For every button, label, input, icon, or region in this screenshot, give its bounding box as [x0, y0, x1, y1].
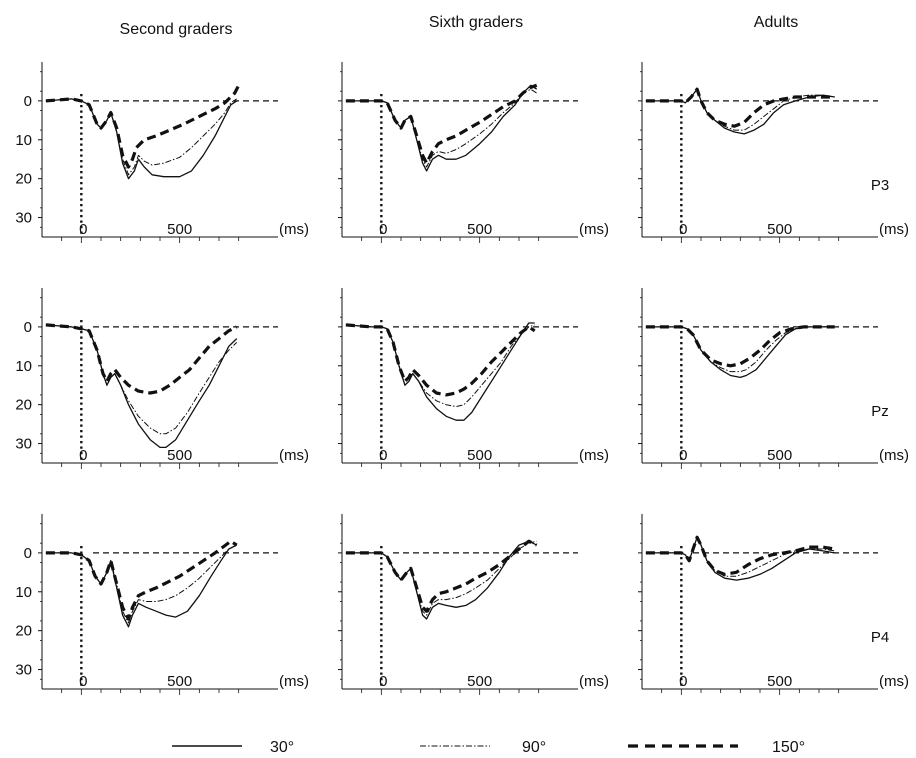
series-line-150deg	[45, 539, 238, 621]
y-tick-label: 0	[24, 93, 32, 110]
x-unit-label: (ms)	[279, 221, 309, 238]
series-line-30deg	[45, 544, 237, 628]
panel-sixth-graders-p4: 0 500 (ms)	[338, 514, 609, 695]
panel-adults-pz: 0 500 (ms) Pz	[638, 288, 909, 469]
series-line-150deg	[345, 83, 538, 165]
x-tick-label: 500	[167, 673, 192, 690]
y-tick-label: 30	[15, 210, 32, 227]
panel-second-graders-p3: 0 10 20 30 0 500 (ms)	[15, 62, 309, 243]
y-tick-label: 10	[15, 584, 32, 601]
y-tick-label: 10	[15, 358, 32, 375]
series-line-150deg	[45, 84, 241, 169]
electrode-label-p3: P3	[871, 177, 889, 194]
series-line-30deg	[645, 536, 835, 581]
x-unit-label: (ms)	[879, 447, 909, 464]
x-tick-label: 500	[467, 221, 492, 238]
y-tick-label: 20	[15, 397, 32, 414]
series-line-90deg	[45, 544, 237, 624]
column-title-sixth-graders: Sixth graders	[429, 14, 523, 31]
legend-label-150: 150°	[772, 739, 805, 756]
x-tick-label: 0	[679, 447, 687, 464]
y-tick-label: 30	[15, 436, 32, 453]
x-tick-label: 0	[79, 221, 87, 238]
column-titles: Second graders Sixth graders Adults	[120, 14, 799, 38]
panel-second-graders-p4: 0 10 20 30 0 500 (ms)	[15, 514, 309, 695]
x-unit-label: (ms)	[879, 673, 909, 690]
series-line-150deg	[645, 535, 835, 576]
x-tick-label: 0	[679, 221, 687, 238]
series-line-150deg	[345, 539, 538, 613]
series-line-150deg	[45, 323, 238, 395]
legend: 30° 90° 150°	[172, 739, 805, 756]
x-tick-label: 500	[767, 221, 792, 238]
series-line-30deg	[645, 326, 835, 379]
series-line-30deg	[45, 98, 238, 180]
panel-sixth-graders-p3: 0 500 (ms)	[338, 62, 609, 243]
x-tick-label: 0	[379, 221, 387, 238]
x-unit-label: (ms)	[579, 447, 609, 464]
series-line-30deg	[345, 84, 538, 172]
legend-label-30: 30°	[270, 739, 294, 756]
y-tick-label: 30	[15, 662, 32, 679]
column-title-second-graders: Second graders	[120, 21, 233, 38]
panel-second-graders-pz: 0 10 20 30 0 500 (ms)	[15, 288, 309, 469]
x-tick-label: 500	[167, 221, 192, 238]
panel-adults-p4: 0 500 (ms) P4	[638, 514, 909, 695]
panel-adults-p3: 0 500 (ms) P3	[638, 62, 909, 243]
x-tick-label: 0	[379, 447, 387, 464]
y-tick-label: 0	[24, 319, 32, 336]
x-tick-label: 0	[679, 673, 687, 690]
x-tick-label: 0	[79, 673, 87, 690]
x-tick-label: 500	[467, 673, 492, 690]
x-tick-label: 0	[379, 673, 387, 690]
series-line-150deg	[645, 87, 835, 128]
series-line-150deg	[345, 323, 536, 397]
x-unit-label: (ms)	[579, 221, 609, 238]
x-unit-label: (ms)	[279, 447, 309, 464]
x-unit-label: (ms)	[579, 673, 609, 690]
x-tick-label: 500	[167, 447, 192, 464]
series-line-90deg	[345, 324, 535, 408]
series-line-90deg	[345, 88, 537, 168]
series-line-90deg	[645, 326, 835, 373]
series-line-150deg	[645, 325, 835, 368]
series-line-30deg	[645, 88, 835, 135]
y-tick-label: 20	[15, 171, 32, 188]
x-tick-label: 500	[767, 447, 792, 464]
series-line-30deg	[45, 324, 238, 449]
legend-label-90: 90°	[522, 739, 546, 756]
y-tick-label: 0	[24, 545, 32, 562]
series-line-30deg	[345, 322, 535, 421]
panel-grid: 0 10 20 30 0 500 (ms) 0 500 (ms) 0 500 (ms) P3 0 10 20 30…	[15, 62, 909, 695]
series-line-90deg	[645, 88, 835, 131]
series-line-90deg	[645, 536, 835, 577]
column-title-adults: Adults	[754, 14, 798, 31]
panel-sixth-graders-pz: 0 500 (ms)	[338, 288, 609, 469]
x-tick-label: 0	[79, 447, 87, 464]
series-line-90deg	[45, 324, 238, 435]
x-unit-label: (ms)	[279, 673, 309, 690]
electrode-label-pz: Pz	[871, 403, 889, 420]
series-line-90deg	[345, 540, 537, 616]
x-tick-label: 500	[467, 447, 492, 464]
y-tick-label: 20	[15, 623, 32, 640]
electrode-label-p4: P4	[871, 629, 889, 646]
y-tick-label: 10	[15, 132, 32, 149]
x-tick-label: 500	[767, 673, 792, 690]
x-unit-label: (ms)	[879, 221, 909, 238]
